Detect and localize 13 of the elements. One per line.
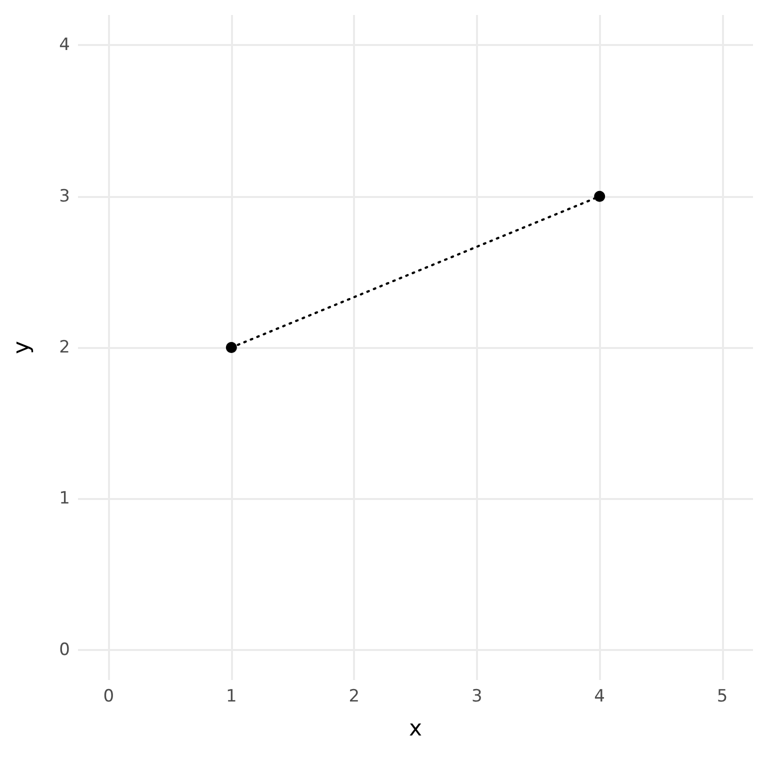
- y-tick-label: 0: [59, 640, 70, 660]
- y-tick-label: 3: [59, 186, 70, 206]
- x-tick-label: 4: [594, 686, 606, 706]
- y-tick-label: 4: [59, 35, 70, 56]
- x-tick-label: 0: [103, 686, 114, 706]
- y-tick-label: 2: [59, 338, 70, 358]
- y-axis-title: y: [10, 340, 34, 354]
- x-tick-label: 1: [226, 686, 237, 706]
- y-tick-label: 1: [59, 488, 70, 509]
- x-tick-label: 3: [471, 686, 482, 706]
- x-tick-label: 5: [716, 686, 728, 706]
- x-axis-title: x: [408, 716, 422, 742]
- x-tick-label: 2: [348, 686, 360, 706]
